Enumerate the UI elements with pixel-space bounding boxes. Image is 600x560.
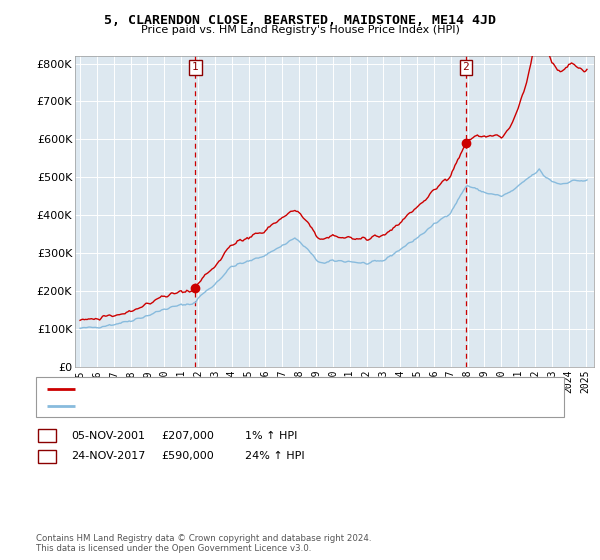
Text: 2: 2 xyxy=(44,451,51,461)
Text: £207,000: £207,000 xyxy=(161,431,214,441)
Text: HPI: Average price, detached house, Maidstone: HPI: Average price, detached house, Maid… xyxy=(82,401,314,411)
Text: 5, CLARENDON CLOSE, BEARSTED, MAIDSTONE, ME14 4JD (detached house): 5, CLARENDON CLOSE, BEARSTED, MAIDSTONE,… xyxy=(82,384,457,394)
Text: 24-NOV-2017: 24-NOV-2017 xyxy=(71,451,146,461)
Text: 1: 1 xyxy=(44,431,51,441)
Text: £590,000: £590,000 xyxy=(161,451,214,461)
Text: 2: 2 xyxy=(463,62,469,72)
Text: 5, CLARENDON CLOSE, BEARSTED, MAIDSTONE, ME14 4JD: 5, CLARENDON CLOSE, BEARSTED, MAIDSTONE,… xyxy=(104,14,496,27)
Text: 05-NOV-2001: 05-NOV-2001 xyxy=(71,431,145,441)
Text: 1: 1 xyxy=(192,62,199,72)
Text: 24% ↑ HPI: 24% ↑ HPI xyxy=(245,451,305,461)
Text: Price paid vs. HM Land Registry's House Price Index (HPI): Price paid vs. HM Land Registry's House … xyxy=(140,25,460,35)
Text: Contains HM Land Registry data © Crown copyright and database right 2024.
This d: Contains HM Land Registry data © Crown c… xyxy=(36,534,371,553)
Text: 1% ↑ HPI: 1% ↑ HPI xyxy=(245,431,298,441)
